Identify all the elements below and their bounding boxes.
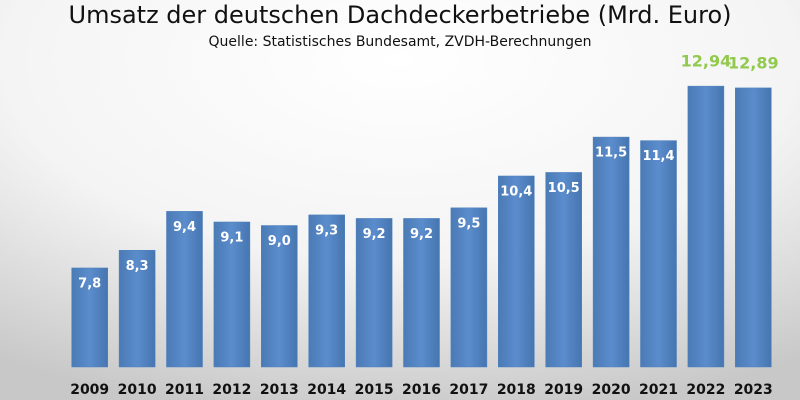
x-tick-label: 2018 bbox=[497, 382, 536, 398]
data-label: 11,4 bbox=[642, 149, 674, 164]
bar bbox=[403, 218, 440, 368]
data-label: 9,0 bbox=[268, 234, 291, 249]
x-tick-label: 2023 bbox=[734, 382, 773, 398]
bar bbox=[592, 136, 630, 368]
data-label: 9,5 bbox=[457, 216, 480, 231]
x-tick-label: 2013 bbox=[260, 382, 299, 398]
data-label: 9,3 bbox=[315, 223, 338, 238]
bar bbox=[545, 172, 582, 368]
bar bbox=[687, 85, 725, 368]
x-tick-label: 2016 bbox=[402, 382, 441, 398]
x-tick-label: 2010 bbox=[118, 382, 157, 398]
x-tick-label: 2020 bbox=[592, 382, 631, 398]
bar bbox=[166, 211, 203, 368]
chart-title: Umsatz der deutschen Dachdeckerbetriebe … bbox=[69, 1, 732, 29]
bar bbox=[640, 140, 677, 368]
bar bbox=[735, 87, 772, 368]
x-tick-label: 2012 bbox=[212, 382, 251, 398]
bar bbox=[213, 221, 251, 368]
data-label: 8,3 bbox=[126, 259, 149, 274]
bar bbox=[308, 214, 345, 368]
data-label: 7,8 bbox=[78, 276, 101, 291]
data-label: 10,5 bbox=[548, 181, 580, 196]
bar bbox=[450, 207, 488, 368]
x-tick-label: 2022 bbox=[686, 382, 725, 398]
data-label: 12,94 bbox=[681, 52, 732, 71]
bar bbox=[118, 250, 156, 368]
data-label: 9,2 bbox=[363, 227, 386, 242]
x-tick-label: 2011 bbox=[165, 382, 204, 398]
data-label: 11,5 bbox=[595, 146, 627, 161]
x-tick-label: 2019 bbox=[544, 382, 583, 398]
data-label: 9,2 bbox=[410, 227, 433, 242]
chart-subtitle: Quelle: Statistisches Bundesamt, ZVDH-Be… bbox=[209, 34, 592, 50]
bar bbox=[71, 267, 108, 368]
data-label: 9,1 bbox=[220, 230, 243, 245]
x-tick-label: 2015 bbox=[355, 382, 394, 398]
data-label: 12,89 bbox=[728, 53, 779, 72]
bar bbox=[261, 225, 298, 368]
data-label: 9,4 bbox=[173, 220, 196, 235]
bar bbox=[355, 218, 393, 368]
x-tick-label: 2017 bbox=[449, 382, 488, 398]
x-tick-label: 2021 bbox=[639, 382, 678, 398]
bar bbox=[498, 175, 535, 368]
data-label: 10,4 bbox=[500, 184, 532, 199]
x-tick-label: 2009 bbox=[70, 382, 109, 398]
x-tick-label: 2014 bbox=[307, 382, 346, 398]
